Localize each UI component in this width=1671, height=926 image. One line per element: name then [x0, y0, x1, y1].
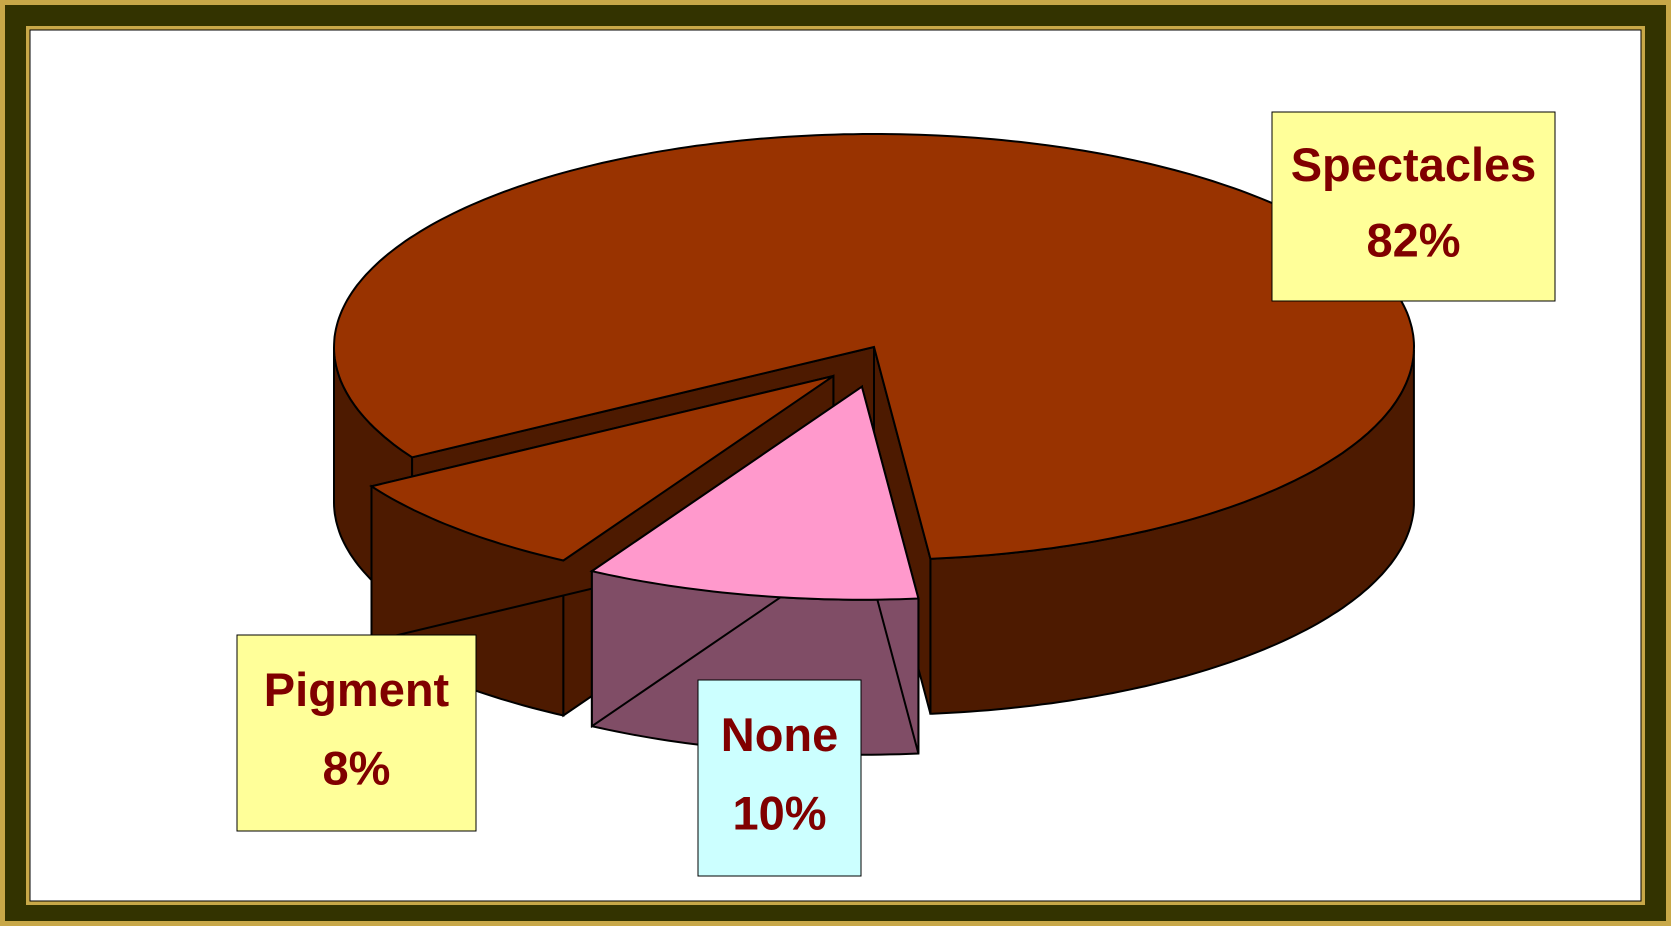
slice-label: Spectacles: [1291, 138, 1537, 191]
value-label: 10%: [732, 787, 826, 840]
label-box: [1271, 111, 1556, 302]
slice: [332, 133, 1416, 560]
slice-label: Pigment: [264, 663, 450, 716]
value-label: 82%: [1366, 214, 1460, 267]
slice-label: None: [721, 708, 839, 761]
value-label: 8%: [323, 742, 391, 795]
slice: [369, 375, 834, 562]
label-box: [697, 679, 862, 877]
label-box: [236, 634, 477, 832]
slice: [589, 385, 920, 601]
